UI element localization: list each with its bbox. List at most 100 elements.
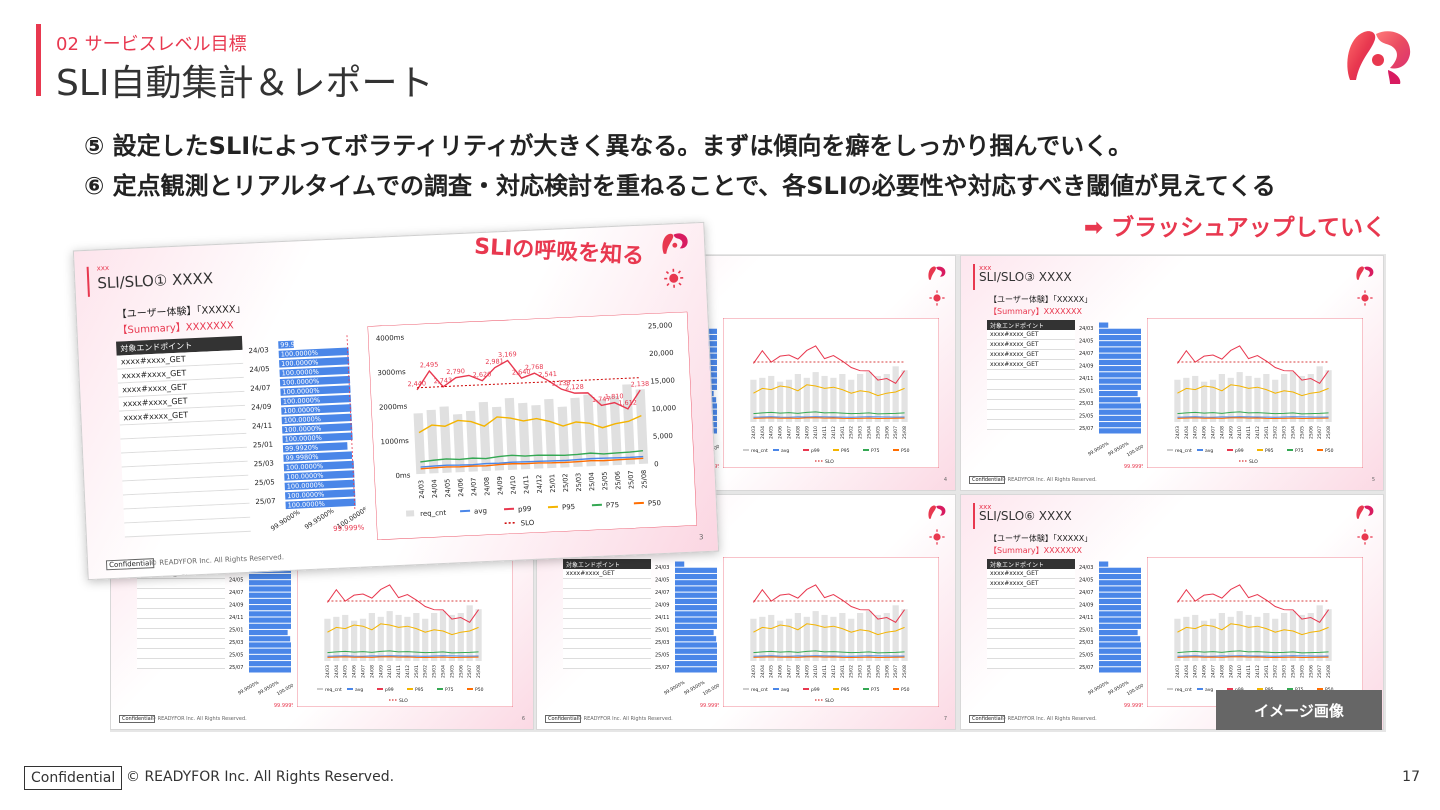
sli-bar-label: 100.0000% <box>284 434 322 444</box>
thumb-req-bar <box>901 370 908 422</box>
thumb-endpoint-row <box>563 599 651 609</box>
sli-bar-label: 100.0000% <box>283 405 321 415</box>
thumb-req-bar <box>1289 611 1297 661</box>
readyfor-logo-icon <box>1356 505 1374 519</box>
thumb-accent <box>973 503 975 529</box>
thumb-x-tick: 24/09 <box>1228 665 1234 678</box>
thumb-date-label: 25/07 <box>655 665 669 671</box>
thumb-endpoint-row <box>563 579 651 589</box>
thumb-x-tick: 25/07 <box>467 665 473 678</box>
y-left-tick: 3000ms <box>377 368 406 377</box>
legend-label: req_cnt <box>420 509 447 518</box>
thumb-endpoint-row <box>987 639 1075 649</box>
thumb-x-tick: 24/12 <box>1255 426 1261 439</box>
thumb-req-bar <box>1307 374 1314 422</box>
p99-data-label: 2,743 <box>433 376 452 385</box>
thumb-req-bar <box>422 618 429 661</box>
thumb-x-tick: 24/06 <box>352 665 358 678</box>
thumb-x-tick: 24/06 <box>778 665 784 678</box>
thumb-bar-axis: 100.0000% <box>276 679 293 697</box>
thumb-sli-bar <box>675 623 717 629</box>
readyfor-logo-icon <box>662 233 688 254</box>
thumb-date-label: 25/03 <box>655 640 669 646</box>
thumb-summary: 【Summary】XXXXXXX <box>989 546 1083 555</box>
slo-line <box>346 335 356 511</box>
thumb-req-bar <box>431 613 438 661</box>
thumb-endpoint-row <box>563 609 651 619</box>
thumb-date-label: 24/07 <box>655 590 669 596</box>
thumb-sli-bar <box>1099 611 1141 617</box>
thumb-endpoint-row <box>987 649 1075 659</box>
slide-thumb-3: xxx SLI/SLO③ XXXX 【ユーザー体験】「XXXXX」 【Summary】… <box>960 255 1384 491</box>
featured-slide: xxx SLI/SLO① XXXX SLIの呼吸を知る 【ユーザー体験】「XXX… <box>72 221 720 581</box>
sli-bar-label: 100.0000% <box>284 424 322 434</box>
thumb-x-tick: 24/08 <box>1219 426 1225 439</box>
req-cnt-bar <box>504 397 518 470</box>
thumb-sli-bar-chart: 24/0324/0524/0724/0924/1125/0125/0325/05… <box>229 561 293 709</box>
thumb-page-number: 6 <box>521 716 525 722</box>
thumb-endpoint-row <box>987 400 1075 410</box>
thumb-date-label: 24/11 <box>1079 615 1093 621</box>
thumb-copyright: © READYFOR Inc. All Rights Reserved. <box>1001 716 1097 722</box>
featured-sub: xxx <box>96 263 110 273</box>
sli-bar <box>279 356 350 368</box>
thumb-table-header: 対象エンドポイント <box>987 559 1075 569</box>
thumb-x-tick: 24/12 <box>831 426 837 439</box>
x-tick-label: 25/05 <box>601 471 610 490</box>
y-left-tick: 4000ms <box>376 334 405 343</box>
thumb-sli-bar <box>1099 409 1141 415</box>
thumb-date-label: 24/09 <box>1079 364 1093 370</box>
thumb-x-tick: 25/06 <box>884 426 890 439</box>
thumb-x-tick: 25/06 <box>1308 665 1314 678</box>
sli-bar <box>281 413 352 425</box>
thumb-req-bar <box>1298 375 1305 422</box>
thumb-req-bar <box>1281 374 1288 422</box>
p99-data-label: 3,169 <box>498 350 517 359</box>
thumb-endpoint-row <box>987 370 1075 380</box>
thumb-req-bar <box>803 616 810 661</box>
x-tick-label: 24/05 <box>443 479 452 498</box>
thumb-x-tick: 24/05 <box>343 665 349 678</box>
featured-accent <box>86 266 90 297</box>
thumb-x-tick: 25/05 <box>875 426 881 439</box>
sli-bar-label: 100.0000% <box>283 396 321 406</box>
sli-bar <box>282 432 353 444</box>
thumb-slo-label: 99.999% <box>700 703 719 709</box>
thumb-endpoint-row <box>137 609 225 619</box>
sli-bar <box>282 423 353 434</box>
thumb-x-tick: 25/06 <box>884 665 890 678</box>
thumb-endpoint-row <box>987 659 1075 669</box>
sli-bar-label: 99.9920% <box>285 443 318 452</box>
slo-label: 99.999% <box>333 524 365 533</box>
thumb-sli-bar <box>1099 397 1141 403</box>
thumb-series-line <box>753 650 905 654</box>
thumb-endpoint-row <box>987 629 1075 639</box>
cta-text: ➡ ブラッシュアップしていく <box>1083 215 1386 241</box>
thumb-sli-bar <box>675 598 717 605</box>
thumb-req-bar <box>368 613 375 661</box>
thumb-x-tick: 24/05 <box>769 426 775 439</box>
sun-icon <box>929 290 945 306</box>
x-tick-label: 25/01 <box>548 474 557 493</box>
thumb-sli-bar <box>1099 567 1141 573</box>
thumb-sli-bar <box>249 573 291 580</box>
thumb-req-bar <box>812 372 819 422</box>
thumb-x-tick: 24/05 <box>1193 665 1199 678</box>
sli-date-label: 24/03 <box>248 346 269 355</box>
thumb-sli-bar <box>675 580 717 586</box>
x-tick-label: 25/08 <box>640 470 649 489</box>
thumb-x-tick: 25/02 <box>849 426 855 439</box>
thumb-sli-bar-chart: 24/0324/0524/0724/0924/1125/0125/0325/05… <box>1079 561 1143 709</box>
bullet-item: ⑥ 定点観測とリアルタイムでの調査・対応検討を重ねることで、各SLIの必要性や対… <box>84 172 1276 200</box>
thumb-x-tick: 24/12 <box>405 665 411 678</box>
sli-bar-label: 100.0000% <box>287 490 325 500</box>
thumb-req-bar <box>759 616 766 661</box>
thumb-series-line <box>753 656 905 659</box>
thumb-legend-label: p99 <box>385 687 394 693</box>
thumb-table-header: 対象エンドポイント <box>987 320 1075 330</box>
thumb-req-bar <box>1218 613 1225 661</box>
thumb-slo-label: 99.999% <box>1124 464 1143 470</box>
thumb-sli-bar <box>1099 341 1141 347</box>
thumb-x-tick: 25/01 <box>840 665 846 678</box>
